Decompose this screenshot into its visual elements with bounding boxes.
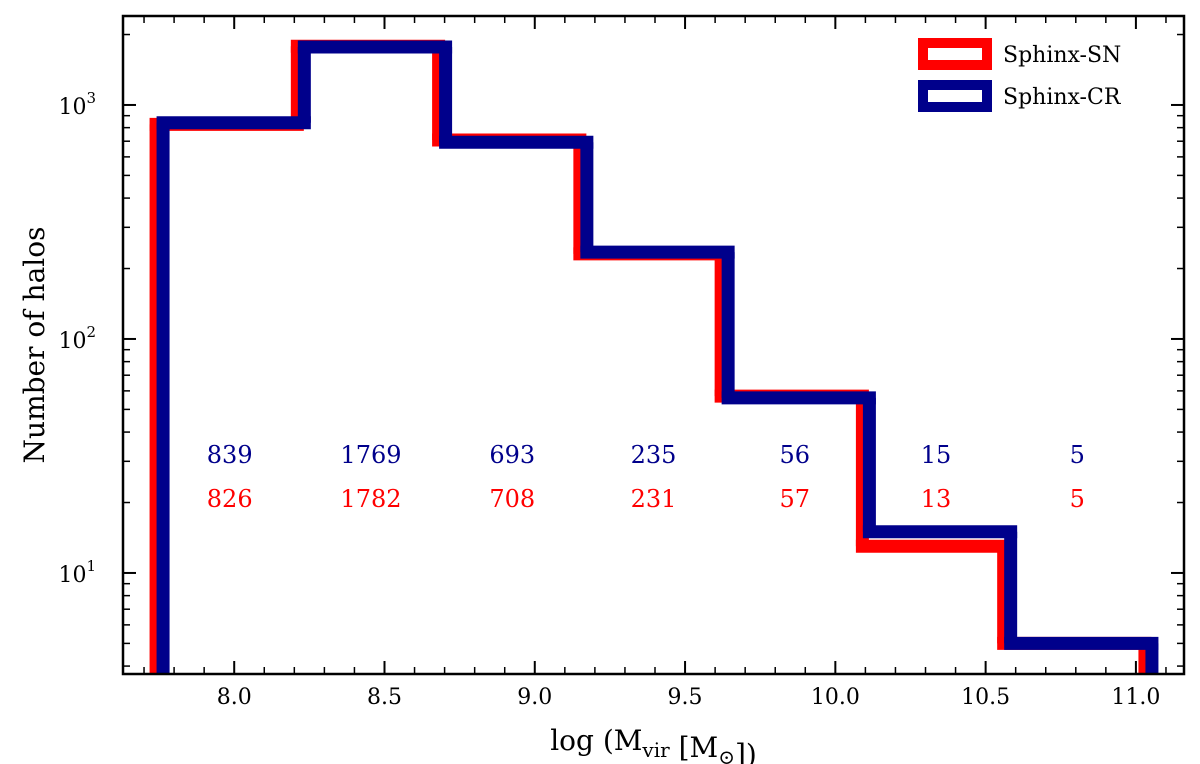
histogram-steps bbox=[149, 39, 1159, 674]
y-tick-label-base: 10 bbox=[58, 563, 86, 588]
count-labels-cr-6: 5 bbox=[1070, 441, 1085, 469]
x-tick-label-4: 10.0 bbox=[811, 685, 860, 710]
legend-swatch-sphinx-sn bbox=[918, 38, 992, 70]
count-labels-sn-3: 231 bbox=[631, 485, 677, 513]
x-axis-title-part: vir bbox=[641, 738, 670, 762]
count-labels-sn-0: 826 bbox=[207, 485, 253, 513]
count-labels-cr-5: 15 bbox=[921, 441, 952, 469]
count-labels-sn-4: 57 bbox=[779, 485, 810, 513]
y-tick-label-exp: 1 bbox=[86, 557, 96, 575]
count-labels-cr-0: 839 bbox=[207, 441, 253, 469]
count-labels-sn-2: 708 bbox=[489, 485, 535, 513]
legend-label-sphinx-sn: Sphinx-SN bbox=[1003, 43, 1121, 68]
x-tick-label-2: 9.0 bbox=[517, 685, 552, 710]
y-tick-label-1: 102 bbox=[58, 323, 96, 354]
x-axis-title-part: [M bbox=[670, 731, 719, 764]
legend-label-sphinx-cr: Sphinx-CR bbox=[1003, 85, 1122, 110]
x-axis-title: log (Mvir [M⊙]) bbox=[550, 724, 757, 764]
x-tick-label-1: 8.5 bbox=[367, 685, 402, 710]
count-labels-cr-2: 693 bbox=[489, 441, 535, 469]
plot-frame bbox=[121, 14, 1186, 676]
x-axis-title-part: ⊙ bbox=[718, 745, 735, 764]
x-axis-title-part: log (M bbox=[550, 724, 642, 757]
series-sphinx-sn bbox=[149, 39, 1152, 674]
x-tick-label-0: 8.0 bbox=[217, 685, 252, 710]
y-tick-label-2: 103 bbox=[58, 89, 96, 120]
x-axis-title-part: ]) bbox=[735, 738, 757, 764]
bin-count-labels: 839 1769 693 235 56 15 5 826 1782 708 231 57 13 5 bbox=[207, 441, 1085, 513]
x-tick-label-5: 10.5 bbox=[961, 685, 1010, 710]
count-labels-sn-1: 1782 bbox=[340, 485, 401, 513]
count-labels-cr-4: 56 bbox=[779, 441, 810, 469]
y-tick-label-0: 101 bbox=[58, 557, 96, 588]
count-labels-sn-5: 13 bbox=[921, 485, 952, 513]
x-tick-label-6: 11.0 bbox=[1111, 685, 1160, 710]
x-tick-label-3: 9.5 bbox=[668, 685, 703, 710]
legend: Sphinx-SN Sphinx-CR bbox=[918, 38, 1122, 112]
count-labels-cr-3: 235 bbox=[631, 441, 677, 469]
count-labels-cr-1: 1769 bbox=[340, 441, 401, 469]
legend-swatch-sphinx-cr bbox=[918, 80, 992, 112]
y-tick-label-exp: 3 bbox=[86, 89, 96, 107]
y-tick-label-exp: 2 bbox=[86, 323, 96, 341]
count-labels-sn-6: 5 bbox=[1070, 485, 1085, 513]
series-sphinx-cr bbox=[156, 40, 1159, 674]
y-axis-title: Number of halos bbox=[18, 227, 51, 464]
y-tick-label-base: 10 bbox=[58, 329, 86, 354]
y-tick-label-base: 10 bbox=[58, 95, 86, 120]
